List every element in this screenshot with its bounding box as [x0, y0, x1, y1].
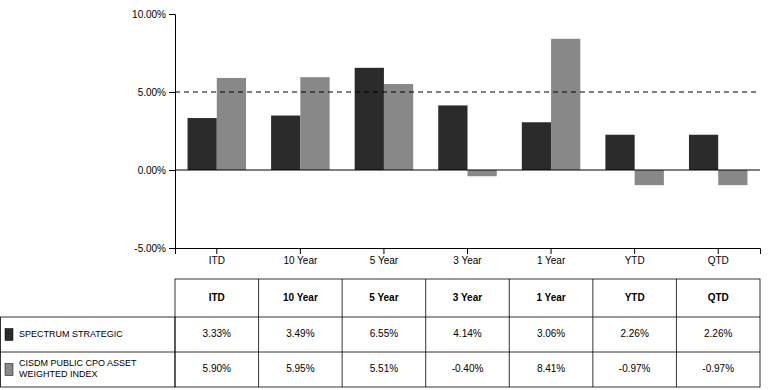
table-header: YTD — [625, 292, 645, 303]
x-tick-label: 10 Year — [283, 255, 318, 266]
table-cell: 4.14% — [453, 328, 481, 339]
bar — [689, 135, 718, 170]
table-cell: 5.90% — [203, 363, 231, 374]
y-tick: -5.00% — [134, 243, 175, 254]
x-axis-line — [176, 249, 761, 255]
table-cell: 3.06% — [537, 328, 565, 339]
x-tick-label: QTD — [708, 255, 729, 266]
y-tick-mark — [169, 14, 175, 15]
bar — [718, 170, 747, 185]
x-tick-mark — [383, 248, 384, 254]
y-tick-label: 10.00% — [132, 9, 166, 20]
bar — [522, 122, 551, 170]
table-border — [509, 279, 510, 387]
bar — [355, 68, 384, 170]
y-tick: 0.00% — [138, 165, 175, 176]
y-tick-mark — [169, 92, 175, 93]
x-tick-mark — [634, 248, 635, 254]
chart: -5.00% 0.00% 5.00% 10.00% ITD 10 Year 5 Year 3 … — [0, 0, 771, 390]
table-border — [1, 352, 176, 353]
x-tick-label: 1 Year — [537, 255, 566, 266]
table-cell: 2.26% — [704, 328, 732, 339]
table-border — [676, 279, 677, 387]
table-border — [592, 279, 593, 387]
bar — [438, 105, 467, 170]
y-tick-mark — [169, 248, 175, 249]
bar — [468, 170, 497, 176]
table-border — [342, 279, 343, 387]
table-header: ITD — [209, 292, 225, 303]
table-header: 5 Year — [369, 292, 398, 303]
bar — [271, 116, 300, 170]
bar — [551, 39, 580, 170]
table-border — [175, 317, 760, 318]
table-cell: 5.51% — [370, 363, 398, 374]
table-border — [425, 279, 426, 387]
table-cell: -0.40% — [452, 363, 484, 374]
table-border — [1, 317, 176, 387]
table-border — [175, 279, 760, 387]
table-header: 10 Year — [283, 292, 318, 303]
x-tick-label: YTD — [625, 255, 645, 266]
x-tick-mark — [300, 248, 301, 254]
x-tick: 5 Year — [370, 248, 399, 266]
table-header: QTD — [708, 292, 729, 303]
x-tick-label: 5 Year — [370, 255, 399, 266]
zero-line — [175, 170, 760, 171]
bar — [188, 118, 217, 170]
table-cell: -0.97% — [702, 363, 734, 374]
table: ITD 10 Year 5 Year 3 Year 1 Year YTD QTD 3.33% 3… — [1, 279, 761, 387]
x-tick: 10 Year — [283, 248, 318, 266]
x-tick-mark — [467, 248, 468, 254]
y-axis: -5.00% 0.00% 5.00% 10.00% — [132, 9, 175, 254]
y-tick: 10.00% — [132, 9, 175, 20]
table-border — [258, 279, 259, 387]
y-tick-mark — [169, 170, 175, 171]
legend-swatch — [5, 329, 13, 341]
y-axis-line — [169, 15, 176, 249]
legend-label: CISDM PUBLIC CPO ASSETWEIGHTED INDEX — [19, 358, 137, 379]
y-tick: 5.00% — [138, 87, 175, 98]
table-cell: 8.41% — [537, 363, 565, 374]
table-border — [175, 352, 760, 353]
table-cell: 6.55% — [370, 328, 398, 339]
x-tick: QTD — [708, 248, 729, 266]
bars — [175, 39, 760, 185]
table-header: 1 Year — [536, 292, 565, 303]
x-tick: YTD — [625, 248, 645, 266]
table-cell: -0.97% — [619, 363, 651, 374]
x-tick-mark — [718, 248, 719, 254]
legend-label: SPECTRUM STRATEGIC — [19, 329, 123, 339]
x-axis: ITD 10 Year 5 Year 3 Year 1 Year YTD QTD — [176, 248, 761, 266]
bar — [605, 135, 634, 170]
x-tick: ITD — [209, 248, 225, 266]
x-tick: 3 Year — [453, 248, 482, 266]
x-tick: 1 Year — [537, 248, 566, 266]
bar — [384, 84, 413, 170]
y-tick-label: 0.00% — [138, 165, 166, 176]
bar — [635, 170, 664, 185]
x-tick-mark — [216, 248, 217, 254]
table-header: 3 Year — [453, 292, 482, 303]
table-cell: 5.95% — [286, 363, 314, 374]
reference-line — [175, 92, 760, 93]
bar — [300, 77, 329, 170]
table-cell: 2.26% — [620, 328, 648, 339]
legend-swatch — [5, 364, 13, 376]
x-tick-label: 3 Year — [453, 255, 482, 266]
table-cell: 3.33% — [203, 328, 231, 339]
y-tick-label: 5.00% — [138, 87, 166, 98]
y-tick-label: -5.00% — [134, 243, 166, 254]
x-tick-mark — [551, 248, 552, 254]
table-cell: 3.49% — [286, 328, 314, 339]
x-tick-label: ITD — [209, 255, 225, 266]
